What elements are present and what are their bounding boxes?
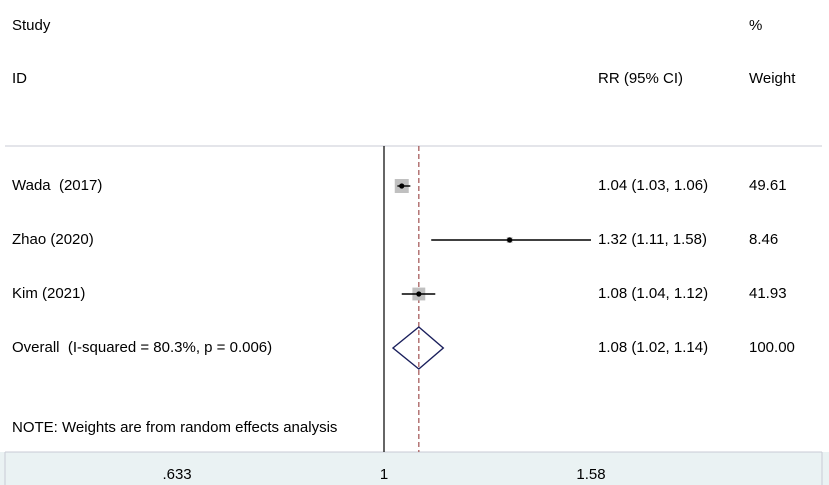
column-header-effect: RR (95% CI) — [598, 70, 684, 87]
x-tick-label: 1.58 — [576, 466, 605, 483]
study-ci: 1.08 (1.04, 1.12) — [598, 285, 709, 302]
study-weight: 49.61 — [749, 177, 787, 194]
footnote: NOTE: Weights are from random effects an… — [12, 419, 338, 436]
point-estimate — [399, 183, 405, 189]
x-tick-label: 1 — [380, 466, 388, 483]
study-label: Wada (2017) — [12, 177, 103, 194]
overall-diamond — [391, 326, 445, 370]
point-estimate — [507, 237, 513, 243]
x-tick-label: .633 — [162, 466, 191, 483]
study-label: Zhao (2020) — [12, 231, 94, 248]
point-estimate — [416, 291, 422, 297]
column-header-weight: Weight — [749, 70, 796, 87]
column-header-study: Study — [12, 17, 51, 34]
overall-weight: 100.00 — [749, 339, 795, 356]
axis-band — [0, 452, 829, 485]
column-header-percent: % — [749, 17, 763, 34]
column-header-id: ID — [12, 70, 27, 87]
study-label: Kim (2021) — [12, 285, 86, 302]
study-weight: 41.93 — [749, 285, 787, 302]
overall-ci: 1.08 (1.02, 1.14) — [598, 339, 709, 356]
overall-label: Overall (I-squared = 80.3%, p = 0.006) — [12, 339, 273, 356]
study-ci: 1.32 (1.11, 1.58) — [598, 231, 707, 248]
study-ci: 1.04 (1.03, 1.06) — [598, 177, 709, 194]
study-weight: 8.46 — [749, 231, 779, 248]
